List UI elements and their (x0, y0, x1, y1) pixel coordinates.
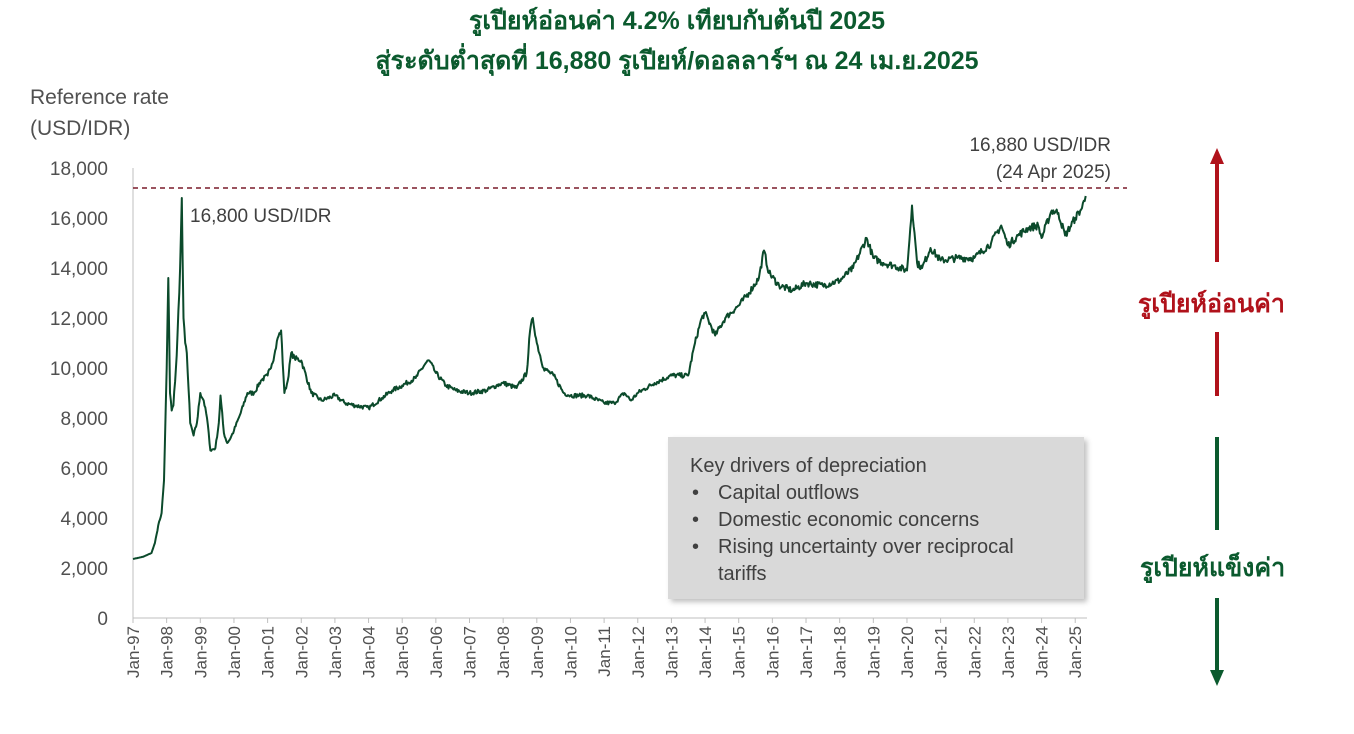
x-tick-label: Jan-99 (191, 626, 210, 678)
weakening-arrow-head (1210, 148, 1224, 164)
series-usd-idr-line (132, 195, 1087, 560)
x-tick-label: Jan-13 (662, 626, 681, 678)
y-tick-label: 12,000 (50, 309, 108, 330)
x-tick-label: Jan-98 (158, 626, 177, 678)
x-tick-label: Jan-01 (259, 626, 278, 678)
y-tick-label: 0 (97, 609, 108, 630)
driver-item: Capital outflows (690, 480, 1064, 507)
x-tick-label: Jan-22 (965, 626, 984, 678)
latest-annotation-line1: 16,880 USD/IDR (969, 135, 1111, 156)
y-axis-title: Reference rate (USD/IDR) (30, 82, 169, 144)
x-tick-label: Jan-02 (292, 626, 311, 678)
y-tick-label: 10,000 (50, 359, 108, 380)
x-tick-label: Jan-21 (932, 626, 951, 678)
y-tick-label: 18,000 (50, 159, 108, 180)
x-tick-label: Jan-06 (427, 626, 446, 678)
y-axis-title-line2: (USD/IDR) (30, 117, 131, 140)
x-tick-label: Jan-17 (797, 626, 816, 678)
x-tick-label: Jan-11 (595, 626, 614, 677)
peak-1998-annotation: 16,800 USD/IDR (190, 206, 332, 227)
x-tick-label: Jan-03 (326, 626, 345, 678)
x-tick-label: Jan-16 (763, 626, 782, 678)
y-axis-ticks: 0 2,000 4,000 6,000 8,000 10,000 12,000 14,000 1… (50, 159, 108, 630)
key-drivers-heading: Key drivers of depreciation (690, 455, 927, 477)
x-tick-label: Jan-07 (461, 626, 480, 678)
x-tick-label: Jan-25 (1066, 626, 1085, 678)
key-drivers-list: Capital outflows Domestic economic conce… (690, 480, 1064, 588)
x-tick-label: Jan-12 (629, 626, 648, 678)
x-tick-label: Jan-05 (393, 626, 412, 678)
x-tick-label: Jan-09 (528, 626, 547, 678)
weakening-arrow (1210, 148, 1224, 396)
y-tick-label: 6,000 (60, 459, 108, 480)
x-tick-label: Jan-08 (494, 626, 513, 678)
y-tick-label: 16,000 (50, 209, 108, 230)
driver-item: Domestic economic concerns (690, 507, 1064, 534)
latest-annotation-line2: (24 Apr 2025) (996, 162, 1111, 183)
x-tick-label: Jan-00 (225, 626, 244, 678)
x-tick-label: Jan-04 (360, 626, 379, 678)
strengthening-arrow-head (1210, 670, 1224, 686)
x-tick-label: Jan-19 (864, 626, 883, 678)
x-tick-label: Jan-15 (730, 626, 749, 678)
x-tick-label: Jan-20 (898, 626, 917, 678)
chart-title-line2: สู่ระดับต่ำสุดที่ 16,880 รูเปียห์/ดอลลาร… (375, 47, 979, 75)
y-tick-label: 2,000 (60, 559, 108, 580)
y-tick-label: 8,000 (60, 409, 108, 430)
x-tick-label: Jan-97 (124, 626, 143, 678)
x-tick-label: Jan-14 (696, 626, 715, 678)
strengthening-arrow (1210, 437, 1224, 686)
y-tick-label: 4,000 (60, 509, 108, 530)
weakening-label: รูเปียห์อ่อนค่า (1138, 290, 1285, 318)
x-tick-label: Jan-23 (999, 626, 1018, 678)
x-tick-label: Jan-24 (1033, 626, 1052, 678)
driver-item: Rising uncertainty over reciprocal tarif… (690, 534, 1064, 588)
x-tick-label: Jan-18 (831, 626, 850, 678)
y-tick-label: 14,000 (50, 259, 108, 280)
strengthening-label: รูเปียห์แข็งค่า (1140, 554, 1286, 582)
key-drivers-box: Key drivers of depreciation Capital outf… (668, 437, 1084, 599)
x-tick-label: Jan-10 (561, 626, 580, 678)
y-axis-title-line1: Reference rate (30, 86, 169, 109)
x-axis-ticks: Jan-97 Jan-98 Jan-99 Jan-00 Jan-01 Jan-02 Jan-… (124, 618, 1085, 678)
chart-title-line1: รูเปียห์อ่อนค่า 4.2% เทียบกับต้นปี 2025 (468, 7, 886, 35)
